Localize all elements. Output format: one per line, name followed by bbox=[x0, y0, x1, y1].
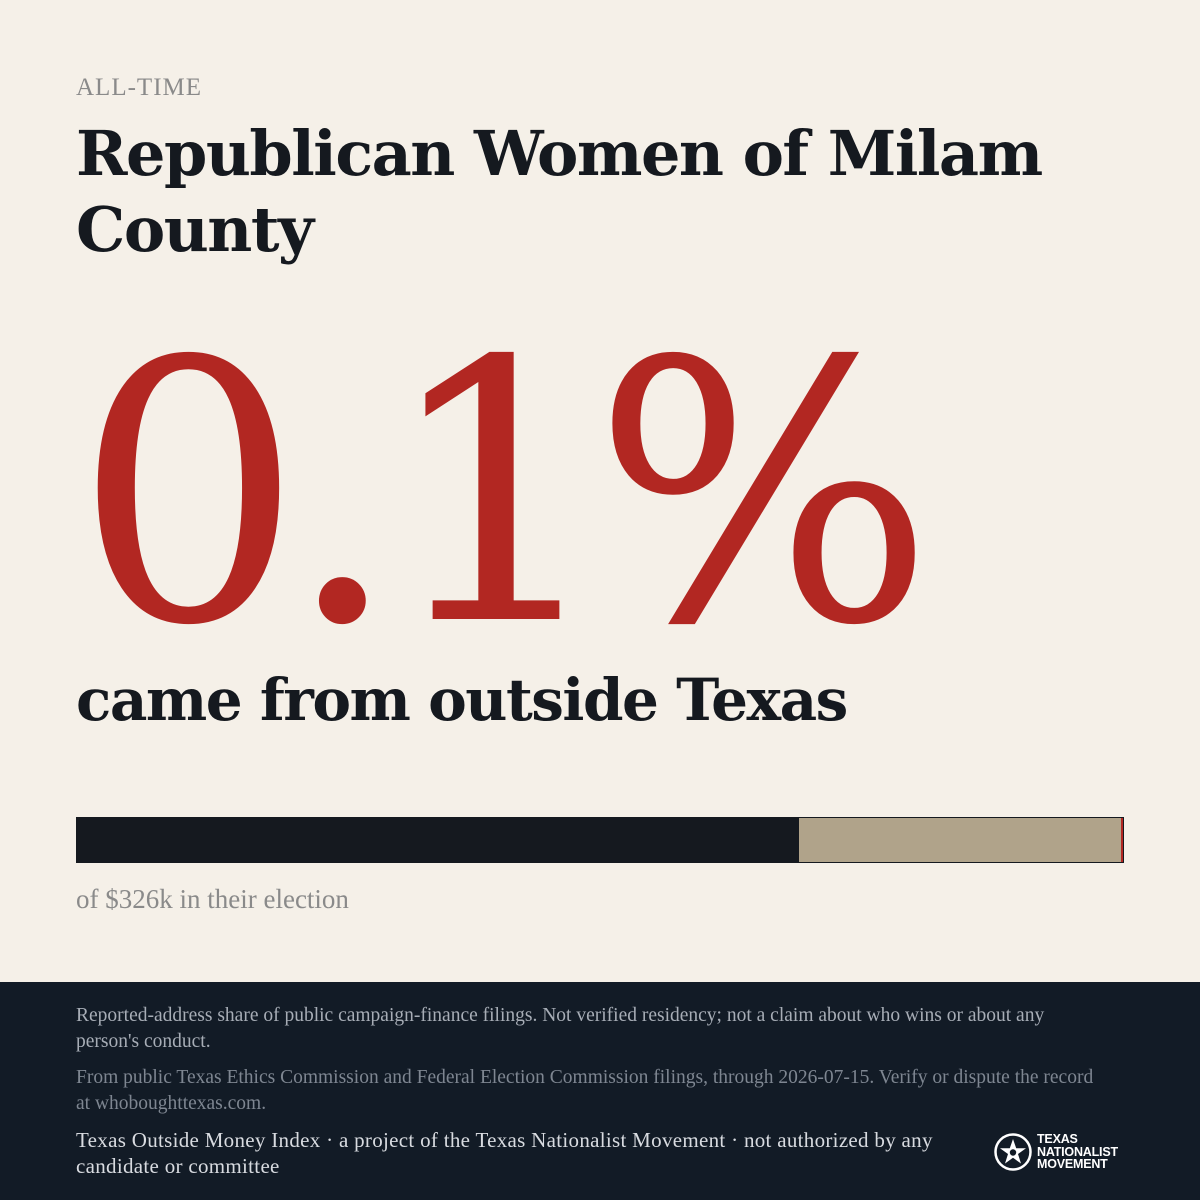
source-text: From public Texas Ethics Commission and … bbox=[76, 1067, 1094, 1114]
credit-text: Texas Outside Money Index · a project of… bbox=[76, 1128, 933, 1178]
share-bar-fill bbox=[77, 818, 799, 862]
outside-share-value: 0.1% bbox=[74, 285, 935, 704]
page-title: Republican Women of Milam County bbox=[76, 117, 1043, 266]
tnm-logo: TEXAS NATIONALIST MOVEMENT bbox=[993, 1131, 1123, 1173]
outside-share-caption: came from outside Texas bbox=[76, 666, 848, 734]
logo-wordmark: TEXAS NATIONALIST MOVEMENT bbox=[1037, 1132, 1118, 1172]
star-seal-icon bbox=[994, 1133, 1032, 1171]
total-amount-text: of $326k in their election bbox=[76, 884, 349, 914]
period-label: ALL-TIME bbox=[76, 74, 203, 101]
share-bar-outside-segment bbox=[1121, 818, 1123, 862]
disclaimer-text: Reported-address share of public campaig… bbox=[76, 1005, 1045, 1052]
share-bar bbox=[76, 817, 1124, 863]
